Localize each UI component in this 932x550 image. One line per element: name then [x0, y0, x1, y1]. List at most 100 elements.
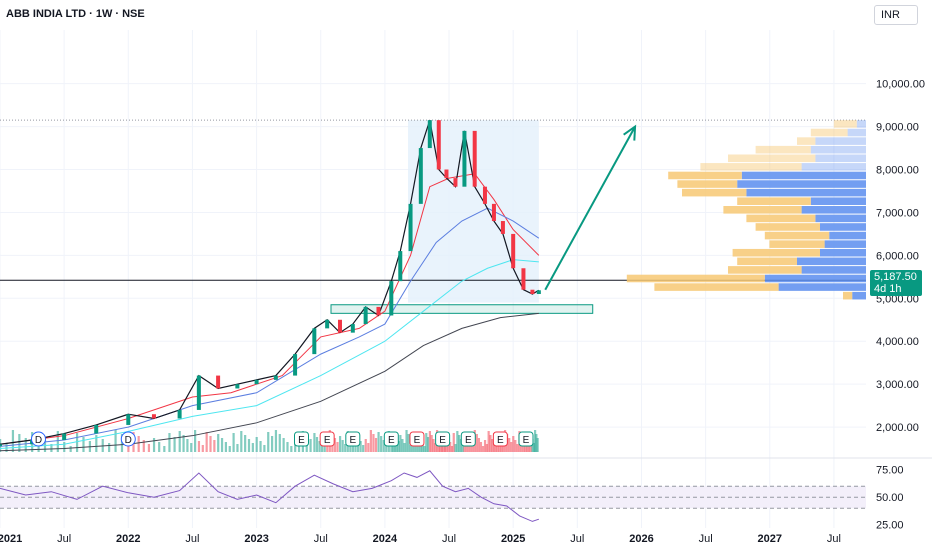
volume-bar	[401, 439, 404, 452]
volume-bar	[477, 438, 481, 452]
time-tick-label: Jul	[185, 533, 199, 545]
time-tick-label: 2025	[501, 533, 525, 545]
volume-bar	[432, 439, 435, 452]
volume-bar	[467, 445, 470, 452]
volume-bar	[425, 433, 428, 452]
volume-bar	[194, 430, 197, 452]
price-candle	[0, 444, 2, 447]
price-tick-label: 5,000.00	[876, 293, 919, 305]
vp-up-bar	[820, 248, 866, 257]
volume-bar	[450, 446, 454, 452]
volume-bar	[220, 438, 224, 452]
volume-bar	[142, 440, 145, 452]
vp-down-bar	[746, 214, 816, 223]
vp-up-bar	[737, 180, 866, 188]
price-candle	[482, 186, 487, 204]
price-candle	[530, 289, 535, 295]
volume-bar	[380, 436, 383, 452]
time-tick-label: Jul	[699, 533, 713, 545]
volume-bar	[536, 438, 539, 452]
vp-down-bar	[843, 291, 853, 300]
price-candle	[235, 384, 240, 389]
ema-line-3	[0, 259, 539, 450]
vp-up-bar	[852, 291, 866, 300]
volume-bar	[426, 437, 430, 452]
volume-bar	[209, 436, 212, 452]
earnings-marker: E	[383, 431, 399, 447]
volume-bar	[82, 437, 85, 452]
price-tick-label: 10,000.00	[876, 79, 925, 91]
volume-bar	[24, 438, 27, 452]
volume-bar	[533, 430, 537, 452]
vp-down-bar	[797, 137, 816, 145]
earnings-badge	[319, 431, 335, 447]
projection-arrowhead	[623, 124, 637, 141]
volume-bar	[313, 433, 316, 452]
volume-bar	[95, 435, 98, 452]
vp-down-bar	[769, 240, 825, 248]
volume-bar	[168, 433, 171, 452]
rsi-band	[0, 486, 866, 509]
vp-up-bar	[815, 214, 866, 223]
volume-bar	[508, 438, 511, 452]
volume-bar	[407, 434, 410, 452]
volume-bar	[309, 439, 312, 452]
vp-up-bar	[764, 274, 866, 283]
time-tick-label: 2024	[373, 533, 398, 545]
axes: 2,000.00 3,000.00 4,000.00 5,000.00 6,000.00…	[0, 79, 932, 545]
volume-bar	[385, 444, 388, 452]
vp-down-bar	[737, 257, 797, 266]
volume-bar	[514, 440, 517, 452]
volume-bar	[481, 446, 485, 452]
price-series	[0, 119, 541, 447]
earnings-marker: E	[345, 431, 361, 447]
volume-bar	[397, 441, 400, 452]
earnings-badge	[345, 431, 361, 447]
vp-up-bar	[820, 223, 866, 231]
volume-bar	[434, 443, 437, 452]
vp-down-bar	[764, 231, 830, 240]
price-tick-label: 6,000.00	[876, 250, 919, 262]
rsi-line	[0, 470, 540, 522]
volume-bar	[286, 442, 289, 452]
price-candle	[389, 281, 394, 316]
earnings-marker: E	[435, 431, 451, 447]
volume-bar	[382, 440, 385, 452]
price-tick-label: 7,000.00	[876, 207, 919, 219]
earnings-badge	[435, 431, 451, 447]
currency-selector[interactable]: INR	[874, 5, 918, 25]
earnings-badge	[518, 431, 534, 447]
vp-down-bar	[723, 206, 802, 214]
earnings-marker: E	[409, 431, 425, 447]
volume-profile	[626, 120, 866, 300]
volume-bar	[108, 443, 111, 452]
volume-bar	[147, 444, 151, 452]
volume-bar	[114, 430, 117, 452]
volume-bar	[449, 442, 452, 452]
vp-up-bar	[856, 120, 866, 128]
projection-arrow	[544, 126, 636, 291]
volume-bar	[11, 430, 15, 452]
moving-averages	[0, 173, 540, 452]
earnings-badge	[409, 431, 425, 447]
price-candle	[363, 306, 368, 325]
time-tick-label: 2023	[244, 533, 268, 545]
volume-bar	[163, 446, 166, 452]
vp-up-bar	[741, 171, 866, 180]
volume-bar	[489, 435, 492, 452]
rsi-tick-label: 25.00	[876, 520, 904, 532]
volume-bar	[344, 444, 347, 452]
price-candle	[453, 178, 458, 187]
price-candle	[436, 120, 441, 170]
price-candle	[350, 324, 355, 333]
volume-bar	[439, 445, 442, 452]
vp-down-bar	[700, 163, 802, 171]
vp-down-bar	[677, 180, 738, 188]
price-candle	[312, 328, 317, 355]
vp-up-bar	[801, 266, 866, 274]
vp-down-bar	[682, 188, 747, 197]
volume-bar	[483, 440, 487, 452]
price-candle	[62, 433, 67, 440]
